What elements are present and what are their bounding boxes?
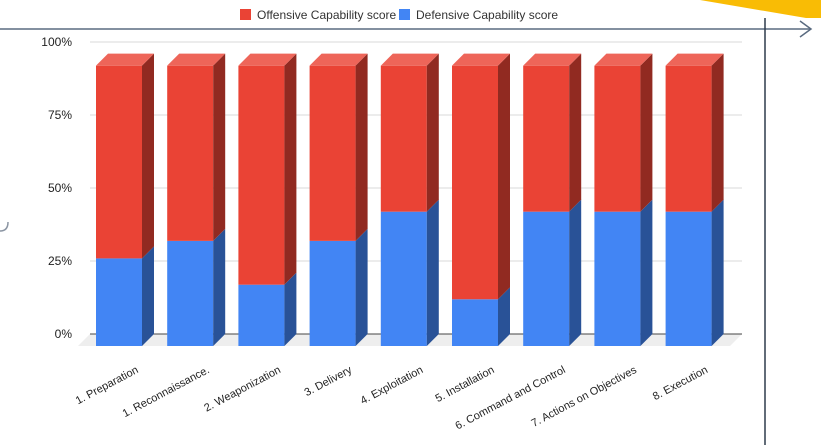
bar-segment (452, 287, 510, 346)
bar-front (452, 65, 498, 300)
bar-front (594, 65, 641, 212)
accent-banner (700, 0, 821, 18)
bar-top (523, 53, 582, 66)
bar-front (167, 240, 214, 346)
y-tick-label: 75% (48, 108, 72, 122)
bar-segment (96, 53, 154, 259)
y-tick-label: 50% (48, 181, 72, 195)
bar-front (309, 65, 356, 241)
bar-side (569, 53, 582, 212)
bar-segment (523, 199, 582, 346)
bar-side (213, 228, 226, 346)
bar-top (167, 53, 226, 66)
bar-top (380, 53, 439, 66)
x-tick-label: 4. Exploitation (359, 364, 426, 407)
legend-label-defense: Defensive Capability score (416, 8, 558, 22)
bar-side (355, 228, 368, 346)
bar-top (594, 53, 653, 66)
bar-front (665, 211, 712, 346)
y-axis-ticks: 0% 25% 50% 75% 100% (41, 35, 72, 341)
bar-front (167, 65, 214, 241)
bar-segment (665, 199, 724, 346)
bar-segment (523, 53, 582, 212)
x-tick-label: 5. Installation (434, 364, 497, 405)
y-tick-label: 0% (55, 327, 73, 341)
bar-segment (238, 272, 297, 346)
bar-top (452, 53, 510, 66)
bar-side (711, 199, 724, 346)
bars (96, 53, 724, 346)
y-tick-label: 25% (48, 254, 72, 268)
bar-front (238, 284, 285, 346)
bar-side (142, 246, 154, 346)
bar-segment (380, 199, 439, 346)
y-tick-label: 100% (41, 35, 72, 49)
bar-side (426, 199, 439, 346)
bar-top (96, 53, 154, 66)
bar-segment (594, 199, 653, 346)
bar-side (213, 53, 226, 241)
bar-front (309, 240, 356, 346)
bar-segment (309, 53, 368, 241)
bar-front (594, 211, 641, 346)
legend-swatch-offense (240, 9, 251, 20)
bar-segment (452, 53, 510, 300)
x-tick-label: 1. Preparation (74, 364, 141, 407)
bar-side (640, 53, 653, 212)
bar-front (96, 65, 142, 259)
legend-swatch-defense (399, 9, 410, 20)
legend-label-offense: Offensive Capability score (257, 8, 397, 22)
bar-segment (238, 53, 297, 285)
arrow-icon (799, 20, 813, 38)
bar-front (96, 258, 142, 346)
bar-front (238, 65, 285, 285)
bar-segment (167, 53, 226, 241)
bar-segment (665, 53, 724, 212)
bracket-icon (0, 221, 9, 232)
bar-side (498, 287, 510, 346)
bar-front (452, 299, 498, 346)
bar-side (569, 199, 582, 346)
bar-side (355, 53, 368, 241)
x-tick-label: 8. Execution (651, 364, 710, 403)
bar-side (711, 53, 724, 212)
bar-front (523, 211, 570, 346)
bar-front (665, 65, 712, 212)
bar-side (498, 53, 510, 300)
bar-front (380, 211, 427, 346)
bar-side (426, 53, 439, 212)
bar-front (523, 65, 570, 212)
bar-segment (309, 228, 368, 346)
bar-side (284, 53, 297, 285)
bar-segment (96, 246, 154, 346)
bar-segment (594, 53, 653, 212)
bar-side (284, 272, 297, 346)
bar-front (380, 65, 427, 212)
bar-top (309, 53, 368, 66)
x-tick-label: 2. Weaponization (202, 364, 283, 414)
bar-top (238, 53, 297, 66)
x-tick-label: 3. Delivery (302, 364, 354, 399)
bar-top (665, 53, 724, 66)
bar-segment (167, 228, 226, 346)
bar-side (142, 53, 154, 259)
bar-side (640, 199, 653, 346)
bar-segment (380, 53, 439, 212)
